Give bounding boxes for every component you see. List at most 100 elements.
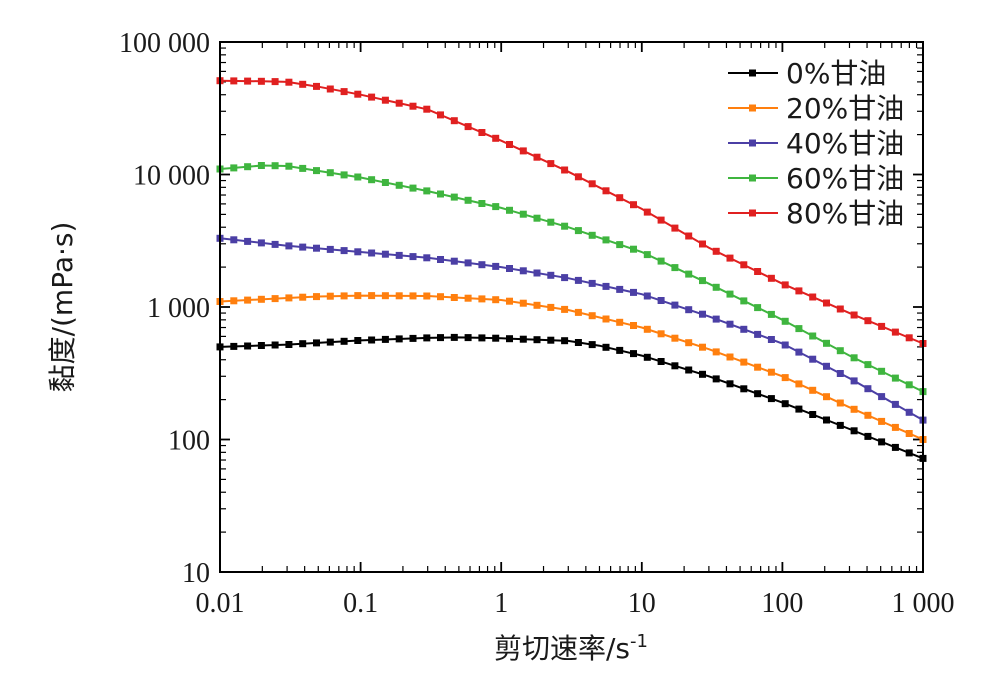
series-marker <box>533 214 541 222</box>
series-line <box>219 336 924 460</box>
series-marker <box>781 400 789 408</box>
series-marker <box>244 342 252 350</box>
series-marker <box>506 141 513 148</box>
series-marker <box>230 342 238 350</box>
series-marker <box>726 290 734 298</box>
series-marker <box>299 340 307 348</box>
series-marker <box>891 374 899 382</box>
series-marker <box>657 257 665 265</box>
legend-item: 20%甘油 <box>728 92 904 125</box>
series-marker <box>533 336 541 344</box>
plot-frame <box>219 41 924 573</box>
series-marker <box>823 299 830 307</box>
series-marker <box>878 438 886 446</box>
series-marker <box>905 334 913 342</box>
series-marker <box>643 292 651 300</box>
y-tick-label: 100 000 <box>119 28 210 59</box>
series-line <box>219 294 924 441</box>
series-marker <box>285 341 293 348</box>
series-marker <box>285 294 293 302</box>
series-marker <box>905 381 913 389</box>
series-marker <box>809 411 817 418</box>
series-marker <box>326 85 334 93</box>
legend-label: 60%甘油 <box>786 162 904 195</box>
series-marker <box>602 315 610 323</box>
series-marker <box>299 164 307 172</box>
series-marker <box>409 253 417 261</box>
series-marker <box>450 117 458 125</box>
series-marker <box>464 196 472 204</box>
series-marker <box>823 393 830 401</box>
series-marker <box>340 171 348 179</box>
series-marker <box>230 164 238 172</box>
series-marker <box>740 325 748 333</box>
series-marker <box>437 190 444 198</box>
series-marker <box>685 339 693 347</box>
series-marker <box>561 274 569 282</box>
series-marker <box>588 279 596 287</box>
series-marker <box>602 187 610 195</box>
series-marker <box>437 293 444 301</box>
series-marker <box>381 292 389 300</box>
series-marker <box>767 274 775 282</box>
series-marker <box>740 261 748 269</box>
series-marker <box>671 362 679 370</box>
series-marker <box>767 310 775 318</box>
series-marker <box>244 163 252 171</box>
series-marker <box>588 312 596 320</box>
series-marker <box>437 334 444 342</box>
series-marker <box>395 292 403 300</box>
series-marker <box>492 334 500 342</box>
series-marker <box>478 261 486 269</box>
series-marker <box>712 348 720 356</box>
series-marker <box>657 330 665 338</box>
series-marker <box>326 169 334 177</box>
legend-item: 80%甘油 <box>728 197 904 230</box>
series-marker <box>588 341 596 349</box>
series-marker <box>712 283 720 291</box>
series-marker <box>547 160 555 168</box>
series-marker <box>230 236 238 244</box>
series-marker <box>561 305 569 313</box>
series-marker <box>381 335 389 343</box>
series-marker <box>326 245 334 253</box>
series-marker <box>850 427 858 435</box>
series-marker <box>781 317 789 325</box>
series-marker <box>685 232 693 240</box>
series-marker <box>671 264 679 272</box>
legend-label: 40%甘油 <box>786 127 904 160</box>
y-tick-label: 1 000 <box>147 293 210 324</box>
series-line <box>219 237 924 421</box>
series-marker <box>657 358 665 365</box>
series-marker <box>671 301 679 309</box>
series-marker <box>547 303 555 311</box>
x-tick-label: 0.01 <box>196 588 245 619</box>
series-marker <box>836 305 844 313</box>
series-marker <box>630 350 637 358</box>
series-marker <box>423 334 431 342</box>
series-marker <box>368 249 376 257</box>
legend-swatch-marker <box>749 174 756 182</box>
series-marker <box>561 337 569 345</box>
series-marker <box>368 336 376 344</box>
series-marker <box>905 449 913 457</box>
x-tick-label: 1 000 <box>892 588 955 619</box>
series-marker <box>368 176 376 184</box>
series-marker <box>740 385 748 393</box>
series-marker <box>643 208 651 216</box>
series-marker <box>878 393 886 401</box>
series-1 <box>216 292 927 443</box>
series-marker <box>340 292 348 300</box>
series-group <box>216 77 927 462</box>
series-marker <box>368 93 376 101</box>
series-0 <box>216 333 927 462</box>
series-marker <box>561 222 569 230</box>
series-marker <box>726 353 734 361</box>
series-marker <box>836 370 844 377</box>
series-marker <box>409 102 417 110</box>
series-marker <box>630 322 637 329</box>
series-marker <box>574 173 582 181</box>
series-marker <box>230 77 238 85</box>
series-marker <box>891 400 899 408</box>
